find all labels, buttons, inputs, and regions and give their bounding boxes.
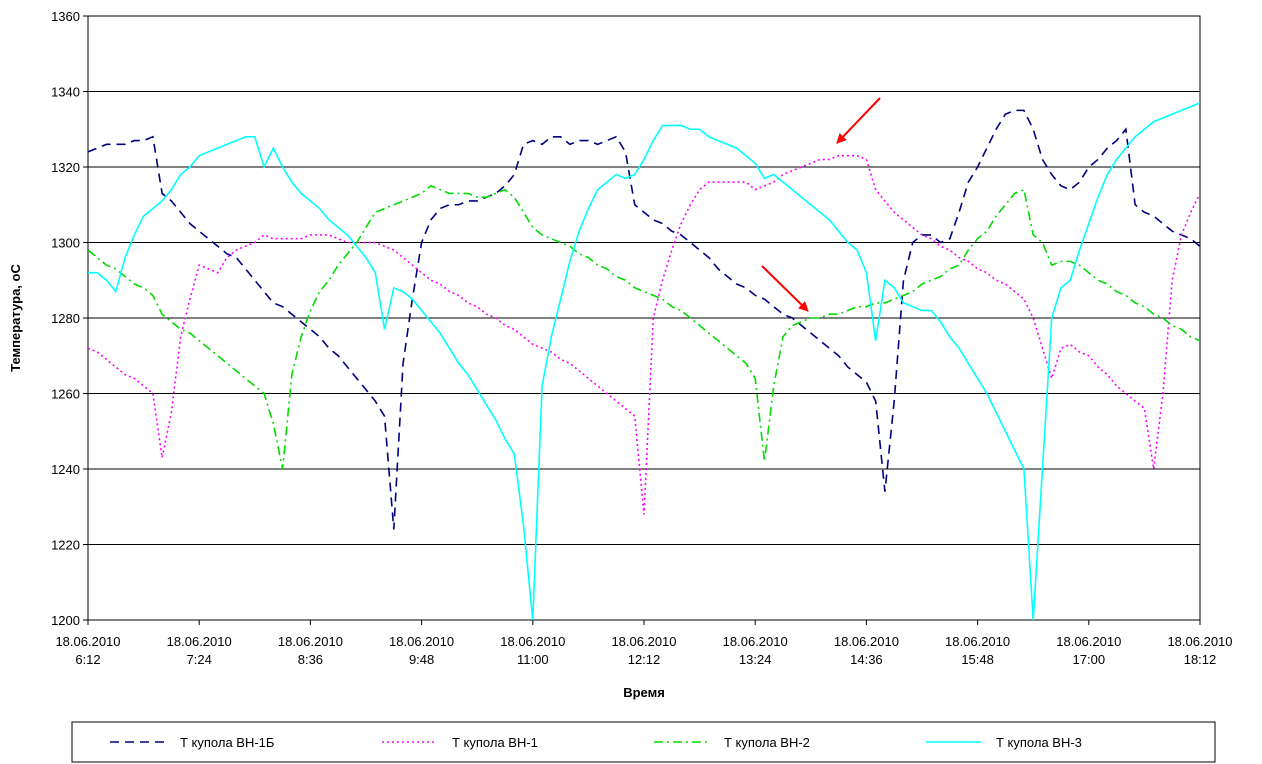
x-tick-label: 18.06.2010 13:24: [723, 634, 788, 667]
lines: [88, 102, 1200, 620]
x-tick-label: 18.06.2010 17:00: [1056, 634, 1121, 667]
series-line: [88, 184, 1200, 470]
x-tick-label: 18.06.2010 6:12: [55, 634, 120, 667]
x-axis-title: Время: [623, 685, 665, 700]
annotation-arrow: [836, 97, 881, 144]
x-tick-label: 18.06.2010 14:36: [834, 634, 899, 667]
series-line: [88, 102, 1200, 620]
y-tick-label: 1360: [51, 9, 80, 24]
y-axis-title: Температура, оС: [8, 264, 23, 372]
y-tick-label: 1200: [51, 613, 80, 628]
y-tick-label: 1320: [51, 160, 80, 175]
x-tick-label: 18.06.2010 15:48: [945, 634, 1010, 667]
y-tick-label: 1260: [51, 387, 80, 402]
y-tick-label: 1280: [51, 311, 80, 326]
x-tick-label: 18.06.2010 7:24: [167, 634, 232, 667]
x-tick-label: 18.06.2010 9:48: [389, 634, 454, 667]
annotation-arrow: [761, 265, 809, 312]
legend-label: Т купола ВН-3: [996, 735, 1082, 750]
legend-label: Т купола ВН-1Б: [180, 735, 274, 750]
series-line: [88, 154, 1200, 515]
x-tick-label: 18.06.2010 11:00: [500, 634, 565, 667]
legend-label: Т купола ВН-1: [452, 735, 538, 750]
x-tick-label: 18.06.2010 8:36: [278, 634, 343, 667]
x-tick-label: 18.06.2010 18:12: [1167, 634, 1232, 667]
y-tick-label: 1300: [51, 236, 80, 251]
series-line: [88, 109, 1200, 530]
legend-label: Т купола ВН-2: [724, 735, 810, 750]
y-tick-label: 1240: [51, 462, 80, 477]
x-tick-label: 18.06.2010 12:12: [611, 634, 676, 667]
legend-box: [71, 721, 1216, 763]
legend: Т купола ВН-1Б Т купола ВН-1 Т купола ВН-2…: [110, 735, 1082, 750]
y-tick-label: 1220: [51, 538, 80, 553]
y-tick-label: 1340: [51, 85, 80, 100]
axes: 1200 1220 1240 1260 1280 1300 1320 1340 1360 18.0…: [51, 9, 1232, 667]
